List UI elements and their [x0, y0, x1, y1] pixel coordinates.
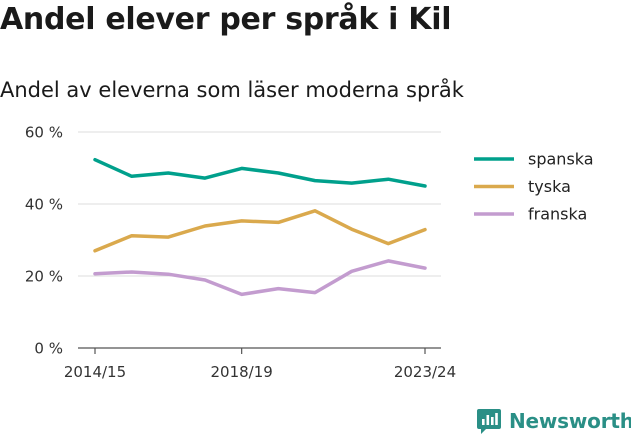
y-tick-label: 0 % — [34, 340, 63, 358]
series-lines — [93, 157, 427, 297]
y-tick-label: 60 % — [25, 124, 63, 142]
series-line-tyska — [93, 209, 427, 253]
series-line-spanska — [93, 157, 427, 188]
legend: spanska tyska franska — [474, 150, 594, 224]
brand-name: Newsworthy — [509, 409, 631, 433]
legend-label-franska: franska — [528, 205, 587, 224]
y-tick-label: 40 % — [25, 196, 63, 214]
series-line-franska — [93, 259, 427, 297]
y-axis-ticks: 0 % 20 % 40 % 60 % — [25, 124, 63, 358]
y-tick-label: 20 % — [25, 268, 63, 286]
newsworthy-logo: Newsworthy — [476, 407, 631, 435]
chart-title: Andel elever per språk i Kil — [0, 2, 452, 37]
legend-label-tyska: tyska — [528, 177, 571, 196]
grid-lines — [78, 131, 441, 349]
x-tick-label: 2018/19 — [211, 363, 273, 381]
x-axis-ticks: 2014/15 2018/19 2023/24 — [64, 348, 456, 381]
x-tick-label: 2014/15 — [64, 363, 126, 381]
newsworthy-icon — [477, 409, 501, 434]
legend-label-spanska: spanska — [528, 150, 594, 169]
chart-subtitle: Andel av eleverna som läser moderna språ… — [0, 78, 464, 102]
x-tick-label: 2023/24 — [394, 363, 456, 381]
